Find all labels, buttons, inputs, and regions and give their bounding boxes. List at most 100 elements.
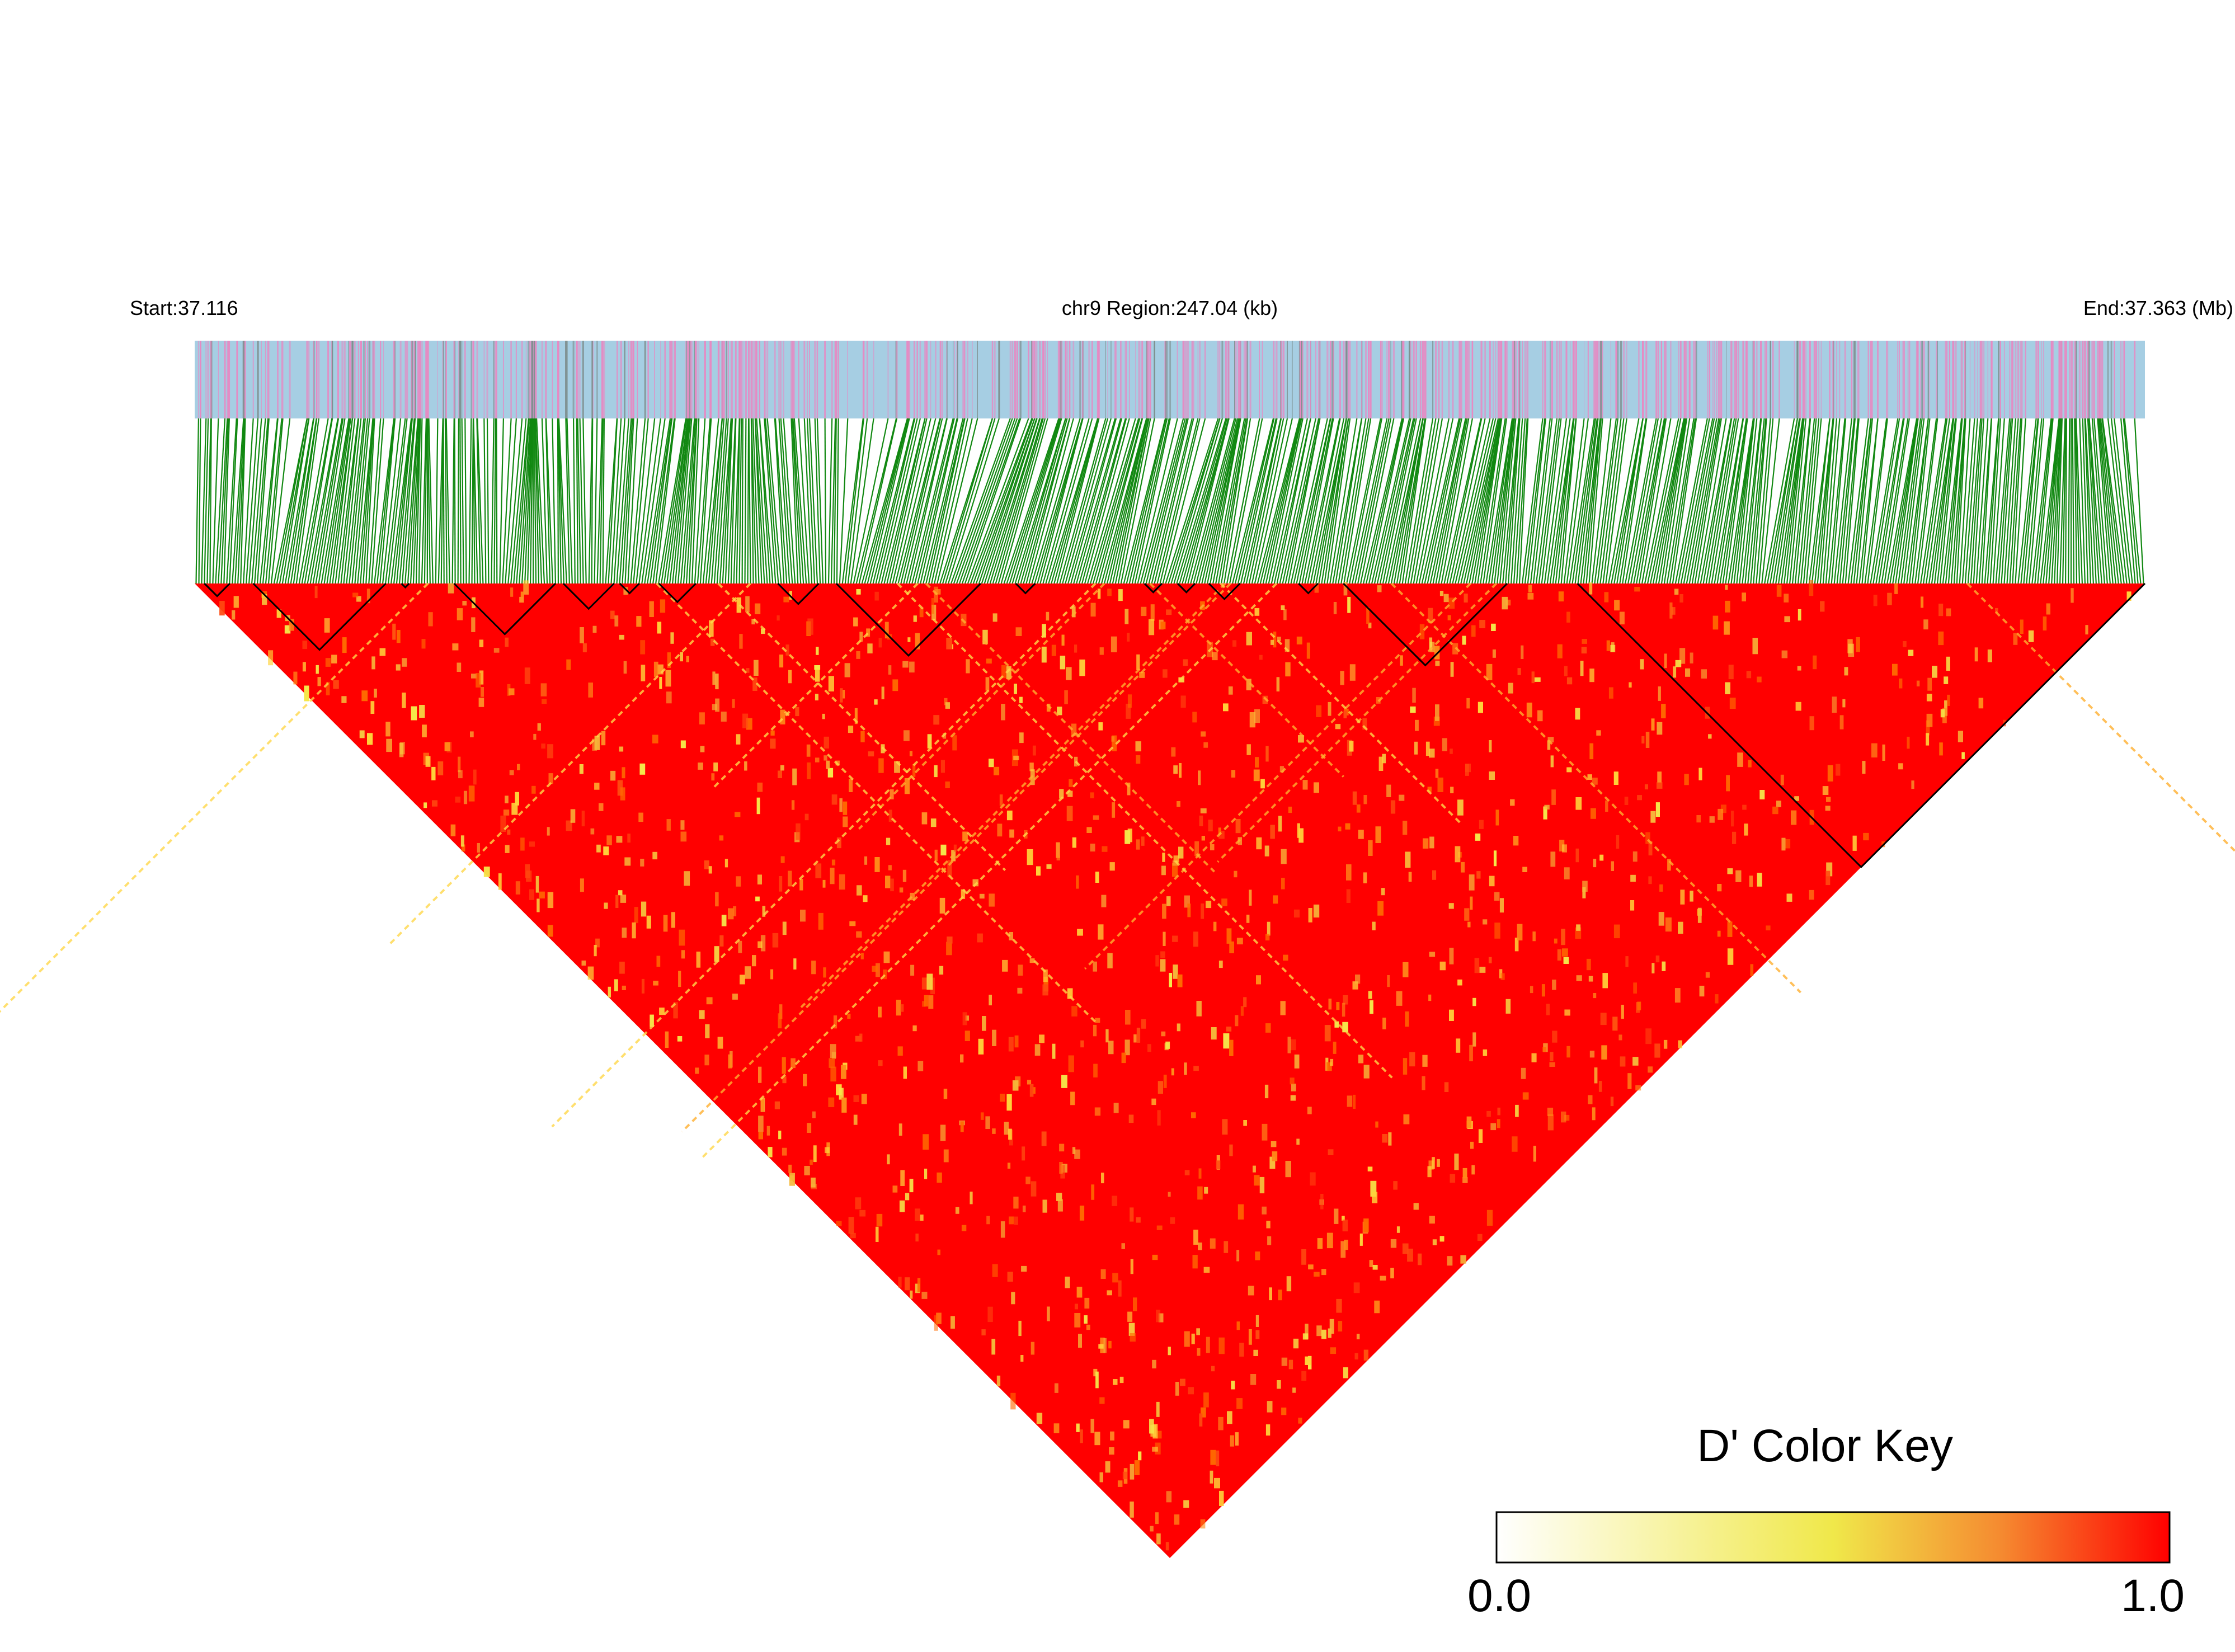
snp-connector-line — [1950, 418, 1965, 584]
snp-connector-line — [1006, 418, 1061, 584]
snp-connector-line — [1003, 418, 1060, 584]
snp-connector-line — [1357, 418, 1392, 584]
ld-cell — [1271, 1141, 1277, 1147]
ld-cell — [848, 726, 854, 733]
snp-connector-line — [1212, 418, 1245, 584]
ld-cell — [505, 796, 509, 803]
ld-cell — [1320, 1194, 1324, 1209]
snp-connector-line — [1196, 418, 1239, 584]
ld-cell — [831, 794, 837, 805]
ld-cell — [1655, 956, 1660, 963]
ld-cell — [659, 1008, 665, 1015]
ld-cell — [1008, 1037, 1014, 1052]
ld-cell — [1193, 1230, 1198, 1245]
ld-cell — [1284, 639, 1290, 652]
ld-cell — [795, 707, 799, 717]
snp-connector-line — [594, 418, 598, 584]
snp-connector-line — [1555, 418, 1575, 584]
snp-connector-line — [1076, 418, 1123, 584]
ld-cell — [1678, 921, 1683, 934]
ld-cell — [1978, 698, 1984, 709]
ld-cell — [1298, 735, 1304, 743]
snp-connector-line — [1505, 418, 1520, 584]
ld-cell — [1372, 921, 1376, 930]
ld-cell — [1987, 649, 1992, 662]
ld-cell — [915, 1208, 920, 1221]
snp-connector-line — [1666, 418, 1695, 584]
ld-cell — [1651, 963, 1655, 973]
ld-cell — [1547, 1114, 1554, 1131]
ld-cell — [894, 761, 900, 773]
ld-cell — [1725, 585, 1728, 590]
ld-cell — [796, 823, 801, 840]
ld-cell — [1314, 782, 1319, 793]
ld-cell — [711, 638, 715, 646]
snp-connector-line — [722, 418, 732, 584]
snp-connector-line — [248, 418, 262, 584]
snp-connector-line — [1245, 418, 1282, 584]
snp-connector-line — [1410, 418, 1439, 584]
ld-cell — [1057, 1199, 1063, 1212]
ld-cell — [1726, 775, 1730, 792]
ld-cell — [385, 722, 390, 737]
snp-connector-line — [1131, 418, 1170, 584]
ld-cell — [1340, 1241, 1346, 1258]
ld-cell — [1612, 1016, 1618, 1031]
ld-cell — [1210, 1238, 1216, 1249]
ld-cell — [1467, 921, 1471, 928]
ld-cell — [1899, 678, 1903, 689]
ld-cell — [1469, 874, 1475, 891]
ld-cell — [1333, 1042, 1337, 1054]
ld-cell — [424, 802, 427, 808]
ld-cell — [910, 1290, 913, 1299]
ld-streak — [1217, 582, 1498, 863]
snp-connector-line — [1329, 418, 1358, 584]
snp-connector-line — [493, 418, 496, 584]
ld-cell — [755, 603, 761, 614]
snp-connector-line — [2020, 418, 2039, 584]
snp-connector-line — [1477, 418, 1503, 584]
snp-connector-line — [747, 418, 750, 584]
snp-connector-line — [1597, 418, 1618, 584]
snp-connector-line — [1483, 418, 1508, 584]
ld-cell — [904, 730, 910, 741]
ld-cell — [458, 756, 461, 773]
snp-connector-line — [1580, 418, 1601, 584]
ld-cell — [1533, 1146, 1536, 1162]
ld-cell — [1842, 699, 1846, 708]
snp-connector-line — [591, 418, 594, 584]
ld-cell — [1043, 969, 1048, 982]
ld-cell — [1474, 958, 1480, 973]
ld-cell — [1455, 846, 1461, 863]
ld-cell — [758, 1116, 764, 1132]
snp-connector-line — [1644, 418, 1679, 584]
ld-cell — [1139, 672, 1145, 678]
ld-cell — [1725, 682, 1730, 694]
ld-cell — [1149, 619, 1155, 636]
ld-cell — [1589, 669, 1594, 683]
ld-cell — [425, 756, 431, 767]
ld-cell — [989, 893, 995, 907]
ld-cell — [1177, 1023, 1180, 1032]
ld-cell — [1517, 924, 1523, 941]
snp-connector-line — [839, 418, 849, 584]
snp-connector-line — [1360, 418, 1395, 584]
snp-connector-lines — [195, 418, 2144, 584]
ld-cell — [1663, 1039, 1668, 1049]
ld-cell — [1522, 867, 1527, 872]
ld-cell — [812, 1111, 816, 1118]
ld-cell — [1198, 1242, 1202, 1250]
ld-cell — [848, 1217, 854, 1234]
snp-connector-line — [1396, 418, 1426, 584]
snp-connector-line — [1404, 418, 1434, 584]
ld-cell — [872, 966, 878, 972]
ld-cell — [1235, 1015, 1239, 1027]
ld-cell — [1717, 930, 1721, 937]
ld-cell — [421, 639, 426, 649]
snp-connector-line — [1142, 418, 1186, 584]
ld-cell — [884, 622, 889, 639]
ld-cell — [302, 662, 306, 672]
ld-cell — [939, 966, 944, 975]
ld-cell — [972, 879, 978, 887]
ld-cell — [1826, 862, 1833, 877]
